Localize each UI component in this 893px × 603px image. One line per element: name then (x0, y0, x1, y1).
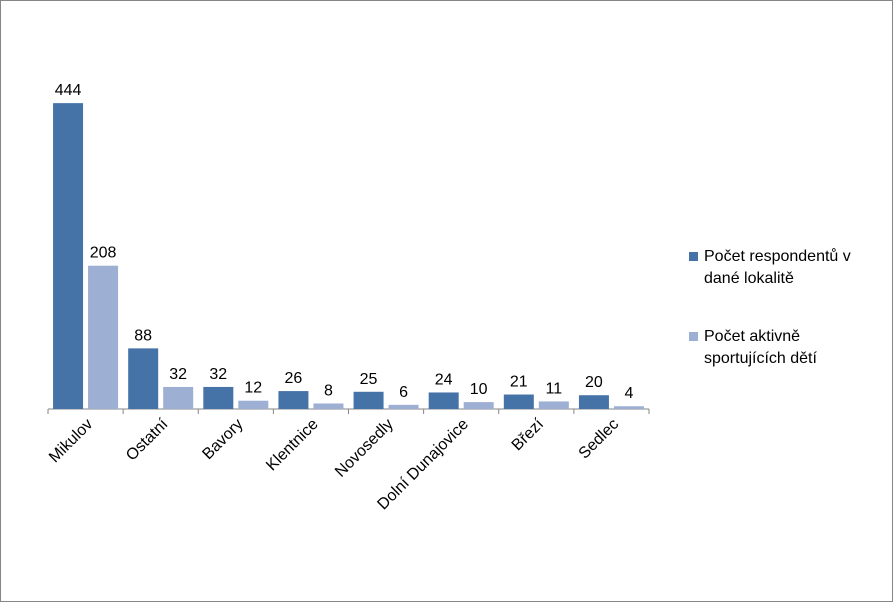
bar-respondents (203, 386, 234, 409)
bar-respondents (128, 348, 159, 409)
data-label: 21 (510, 374, 528, 391)
legend-label-respondents: Počet respondentů v dané lokalitě (704, 248, 851, 287)
data-label: 444 (55, 82, 82, 99)
category-label: Novosedly (332, 416, 397, 481)
category-label: Mikulov (46, 416, 96, 466)
legend-swatch-active-children (689, 332, 698, 341)
category-label: Bavory (199, 416, 246, 463)
legend: Počet respondentů v dané lokalitě Počet … (689, 246, 889, 406)
bar-active-children (538, 401, 569, 409)
data-label: 10 (470, 381, 488, 398)
data-label: 6 (399, 384, 408, 401)
bar-active-children (388, 404, 419, 409)
bar-active-children (238, 400, 269, 409)
bar-respondents (353, 391, 384, 409)
legend-label-active-children: Počet aktivně sportujících dětí (704, 328, 817, 367)
data-label: 4 (624, 385, 633, 402)
data-label: 20 (585, 374, 603, 391)
data-label: 26 (285, 370, 303, 387)
bar-active-children (613, 406, 644, 409)
bar-respondents (53, 103, 84, 409)
bar-active-children (163, 386, 194, 409)
category-label: Ostatní (123, 415, 172, 464)
category-label: Klentnice (263, 416, 322, 475)
legend-swatch-respondents (689, 252, 698, 261)
data-label: 12 (244, 380, 262, 397)
data-label: 24 (435, 371, 453, 388)
data-label: 8 (324, 382, 333, 399)
data-label: 25 (360, 371, 378, 388)
data-label: 11 (546, 380, 563, 397)
bar-active-children (313, 403, 344, 409)
data-label: 208 (90, 245, 117, 262)
data-label: 88 (134, 327, 152, 344)
category-label: Sedlec (576, 416, 623, 463)
data-label: 32 (209, 366, 227, 383)
data-label: 32 (169, 366, 187, 383)
legend-item-active-children: Počet aktivně sportujících dětí (689, 326, 889, 370)
bar-respondents (278, 391, 309, 409)
bar-respondents (428, 392, 459, 409)
bar-respondents (503, 394, 534, 409)
bar-active-children (88, 265, 119, 409)
category-label: Březí (509, 415, 548, 454)
bar-active-children (463, 402, 494, 409)
legend-item-respondents: Počet respondentů v dané lokalitě (689, 246, 889, 290)
bar-respondents (578, 395, 609, 409)
